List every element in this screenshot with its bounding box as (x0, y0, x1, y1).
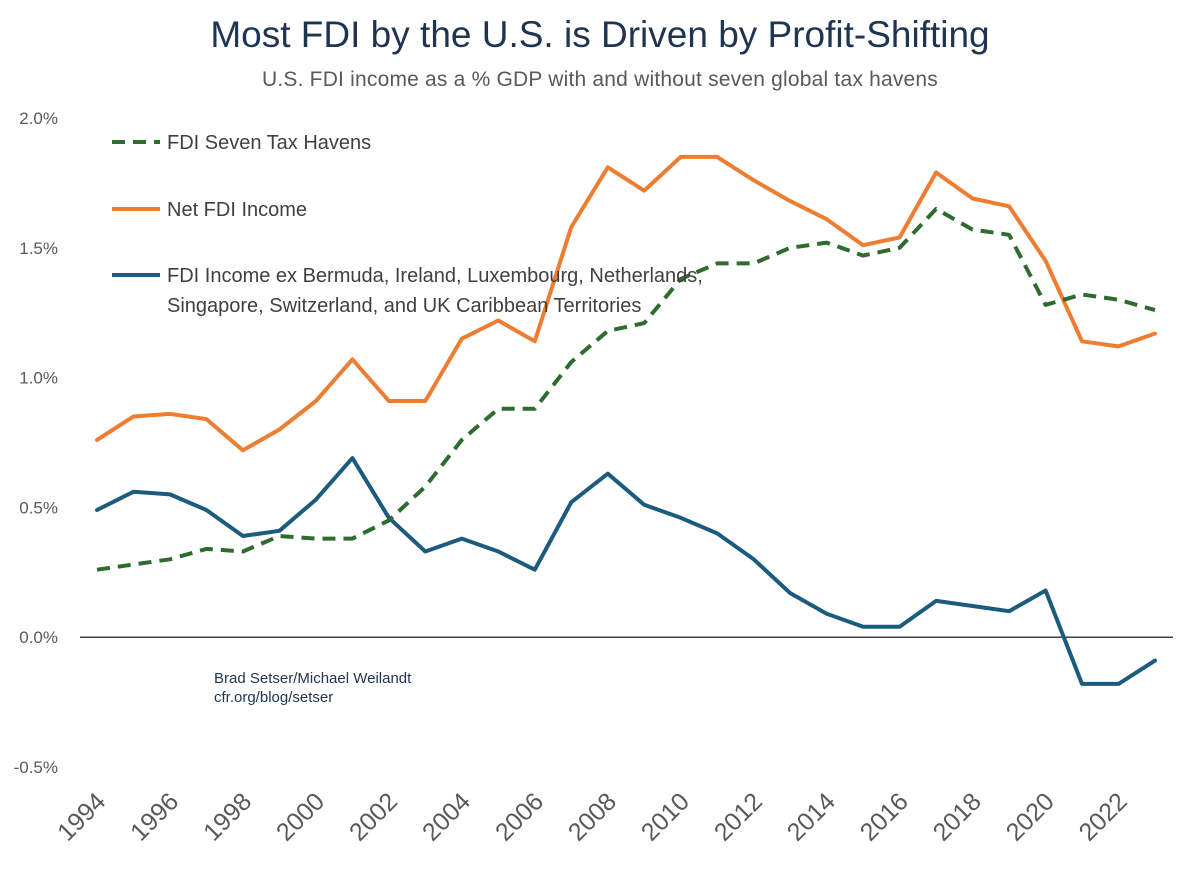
y-tick-label: 1.5% (19, 239, 58, 258)
series-line (95, 154, 1157, 453)
x-tick-label: 1994 (52, 787, 111, 846)
y-tick-label: 1.0% (19, 369, 58, 388)
y-tick-label: 0.5% (19, 498, 58, 517)
series-line (95, 456, 1157, 686)
x-tick-label: 2004 (417, 787, 476, 846)
y-tick-label: 0.0% (19, 628, 58, 647)
series-line (96, 206, 1156, 572)
x-tick-label: 2020 (1001, 787, 1060, 846)
y-axis: 2.0% 1.5% 1.0% 0.5% 0.0% -0.5% (14, 109, 58, 777)
x-tick-label: 2006 (490, 787, 549, 846)
series-layer (95, 154, 1157, 686)
x-tick-label: 2018 (928, 787, 987, 846)
x-tick-label: 2010 (636, 787, 695, 846)
credit-line: Brad Setser/Michael Weilandt (214, 670, 412, 687)
x-tick-label: 1996 (125, 787, 184, 846)
x-tick-label: 2016 (855, 787, 914, 846)
x-tick-label: 2002 (344, 787, 403, 846)
x-tick-label: 2014 (782, 787, 841, 846)
x-tick-label: 2000 (271, 787, 330, 846)
legend-label: Singapore, Switzerland, and UK Caribbean… (167, 295, 641, 317)
y-tick-label: -0.5% (14, 758, 58, 777)
legend-label: FDI Income ex Bermuda, Ireland, Luxembou… (167, 265, 703, 287)
legend: FDI Seven Tax Havens Net FDI Income FDI In… (112, 132, 703, 317)
x-tick-label: 2022 (1074, 787, 1133, 846)
legend-label: Net FDI Income (167, 199, 307, 221)
chart-subtitle: U.S. FDI income as a % GDP with and with… (261, 68, 938, 91)
x-tick-label: 1998 (198, 787, 257, 846)
y-tick-label: 2.0% (19, 109, 58, 128)
x-axis: 1994 1996 1998 2000 2002 2004 2006 2008 2010 2012… (52, 787, 1133, 846)
x-tick-label: 2008 (563, 787, 622, 846)
credit-line: cfr.org/blog/setser (214, 689, 333, 706)
legend-label: FDI Seven Tax Havens (167, 132, 371, 154)
chart-title: Most FDI by the U.S. is Driven by Profit… (210, 14, 990, 55)
x-tick-label: 2012 (709, 787, 768, 846)
credit-note: Brad Setser/Michael Weilandt cfr.org/blog… (214, 670, 412, 706)
